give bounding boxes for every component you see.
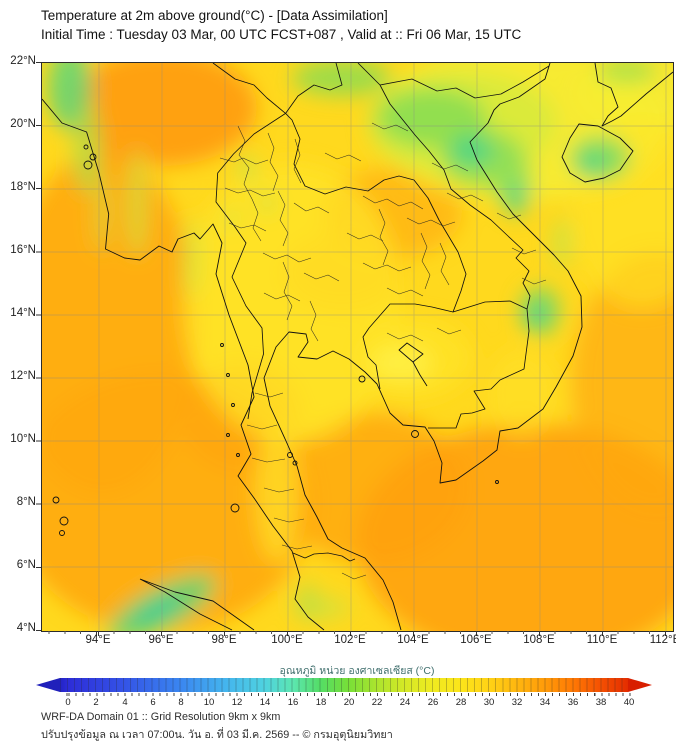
x-tick-label: 112°E xyxy=(649,634,676,646)
y-tick-label: 22°N xyxy=(10,55,36,67)
colorbar-underflow-arrow xyxy=(36,678,60,692)
colorbar-tick-label: 36 xyxy=(567,697,579,708)
temperature-shading xyxy=(42,63,673,631)
colorbar-gradient xyxy=(60,678,628,692)
colorbar-tick-label: 26 xyxy=(427,697,439,708)
map-plot-area xyxy=(41,62,674,632)
y-tick-label: 6°N xyxy=(16,559,36,571)
colorbar-tick-label: 18 xyxy=(315,697,327,708)
header: Temperature at 2m above ground(°C) - [Da… xyxy=(41,6,521,44)
colorbar-tick-label: 8 xyxy=(178,697,184,708)
colorbar-tick-label: 16 xyxy=(287,697,299,708)
temperature-field-map xyxy=(42,63,673,631)
x-axis-ticks xyxy=(41,631,673,636)
colorbar-tick-label: 30 xyxy=(483,697,495,708)
country-borders xyxy=(212,63,550,562)
colorbar-tick-label: 20 xyxy=(343,697,355,708)
colorbar-label: อุณหภูมิ หน่วย องศาเซลเซียส (°C) xyxy=(279,665,435,677)
colorbar-tick-label: 24 xyxy=(399,697,411,708)
colorbar-tick-label: 12 xyxy=(231,697,243,708)
colorbar-tick-label: 22 xyxy=(371,697,383,708)
colorbar-tick-label: 14 xyxy=(259,697,271,708)
colorbar-tick-label: 6 xyxy=(150,697,156,708)
footer-update-info: ปรับปรุงข้อมูล ณ เวลา 07:00น. วัน อ. ที่… xyxy=(41,729,393,741)
colorbar-tick-label: 38 xyxy=(595,697,607,708)
y-tick-label: 12°N xyxy=(10,370,36,382)
colorbar-tick-label: 0 xyxy=(65,697,71,708)
x-tick-label: 110°E xyxy=(586,634,618,646)
page-subtitle: Initial Time : Tuesday 03 Mar, 00 UTC FC… xyxy=(41,27,522,42)
x-tick-label: 98°E xyxy=(211,634,237,646)
colorbar-overflow-arrow xyxy=(628,678,652,692)
x-tick-label: 108°E xyxy=(523,634,555,646)
y-tick-label: 4°N xyxy=(16,622,36,634)
x-tick-label: 96°E xyxy=(148,634,174,646)
province-borders xyxy=(219,122,547,580)
colorbar xyxy=(36,678,652,692)
coastlines xyxy=(42,63,673,631)
x-tick-label: 102°E xyxy=(334,634,366,646)
y-tick-label: 20°N xyxy=(10,118,36,130)
colorbar-tick-label: 4 xyxy=(122,697,128,708)
page-title: Temperature at 2m above ground(°C) - [Da… xyxy=(41,8,388,23)
y-tick-label: 10°N xyxy=(10,433,36,445)
colorbar-tick-label: 2 xyxy=(93,697,99,708)
colorbar-tick-label: 40 xyxy=(623,697,635,708)
y-tick-label: 8°N xyxy=(16,496,36,508)
colorbar-tick-label: 34 xyxy=(539,697,551,708)
y-tick-label: 16°N xyxy=(10,244,36,256)
x-tick-label: 104°E xyxy=(397,634,429,646)
x-tick-label: 106°E xyxy=(460,634,492,646)
colorbar-ticks xyxy=(62,693,632,696)
x-tick-label: 94°E xyxy=(85,634,111,646)
colorbar-tick-label: 32 xyxy=(511,697,523,708)
y-tick-label: 14°N xyxy=(10,307,36,319)
y-axis-ticks xyxy=(36,62,41,631)
colorbar-tick-label: 28 xyxy=(455,697,467,708)
colorbar-tick-label: 10 xyxy=(203,697,215,708)
y-tick-label: 18°N xyxy=(10,181,36,193)
footer-domain-info: WRF-DA Domain 01 :: Grid Resolution 9km … xyxy=(41,711,281,723)
x-tick-label: 100°E xyxy=(271,634,303,646)
